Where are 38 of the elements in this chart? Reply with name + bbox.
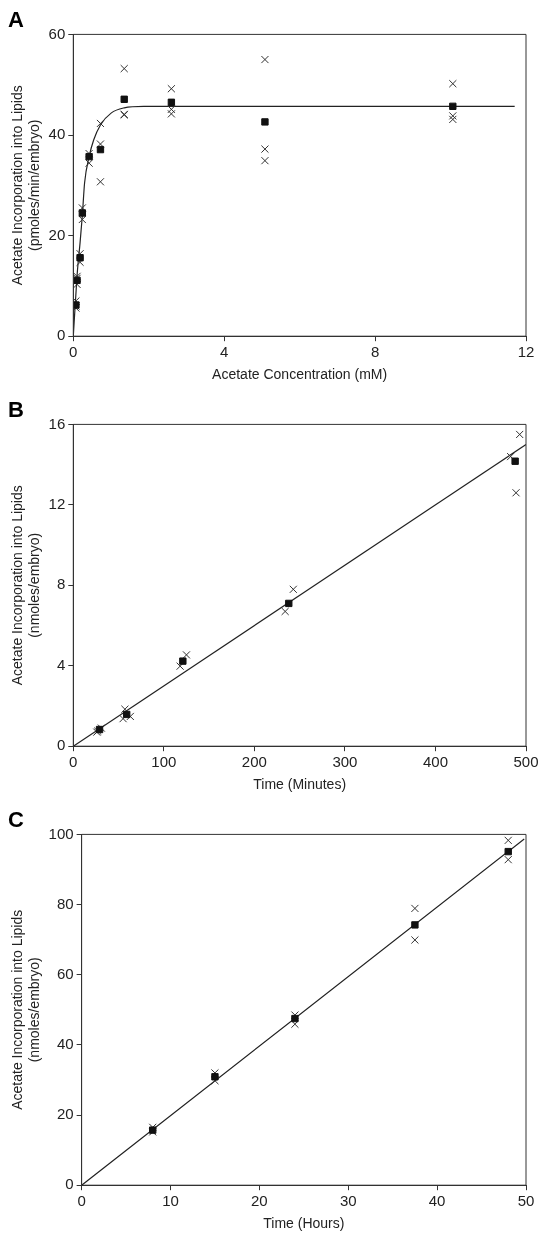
x-tick-label: 4 xyxy=(220,343,229,361)
x-tick-label: 100 xyxy=(151,753,177,771)
y-tick-label: 20 xyxy=(48,225,66,243)
x-axis-title: Time (Hours) xyxy=(263,1215,345,1232)
chart-title: A xyxy=(8,7,24,33)
x-axis-title: Time (Minutes) xyxy=(253,776,347,793)
y-tick-label: 60 xyxy=(56,964,74,982)
x-axis-title: Acetate Concentration (mM) xyxy=(212,366,388,383)
x-tick-label: 0 xyxy=(77,1192,86,1210)
x-tick-label: 12 xyxy=(517,343,535,361)
y-tick-label: 16 xyxy=(48,414,66,432)
chart-title: C xyxy=(8,807,24,833)
x-tick-label: 500 xyxy=(513,753,539,771)
y-tick-label: 0 xyxy=(56,736,66,754)
y-tick-label: 0 xyxy=(65,1175,74,1193)
y-tick-label: 40 xyxy=(56,1035,74,1053)
y-tick-label: 12 xyxy=(48,494,66,512)
x-tick-label: 30 xyxy=(339,1192,357,1210)
y-tick-label: 40 xyxy=(48,125,66,143)
x-tick-label: 50 xyxy=(517,1192,535,1210)
x-tick-label: 40 xyxy=(428,1192,446,1210)
x-tick-label: 8 xyxy=(370,343,380,361)
x-tick-label: 200 xyxy=(241,753,267,771)
y-tick-label: 100 xyxy=(48,824,74,842)
x-tick-label: 400 xyxy=(422,753,448,771)
y-tick-label: 80 xyxy=(56,894,74,912)
x-tick-label: 20 xyxy=(251,1192,268,1210)
y-axis-title: Acetate Incorporation into Lipids (nmoles/embryo) xyxy=(9,909,43,1110)
y-tick-label: 8 xyxy=(56,575,66,593)
x-tick-label: 300 xyxy=(332,753,358,771)
x-tick-label: 10 xyxy=(162,1192,179,1210)
y-tick-label: 4 xyxy=(56,655,66,673)
y-tick-label: 20 xyxy=(56,1105,74,1123)
y-tick-label: 60 xyxy=(48,24,66,42)
chart-title: B xyxy=(8,397,24,423)
y-axis-title: Acetate Incorporation into Lipids (nmoles/embryo) xyxy=(9,485,43,686)
y-tick-label: 0 xyxy=(56,326,66,344)
y-axis-title: Acetate Incorporation into Lipids (pmoles/min/embryo) xyxy=(9,85,43,286)
